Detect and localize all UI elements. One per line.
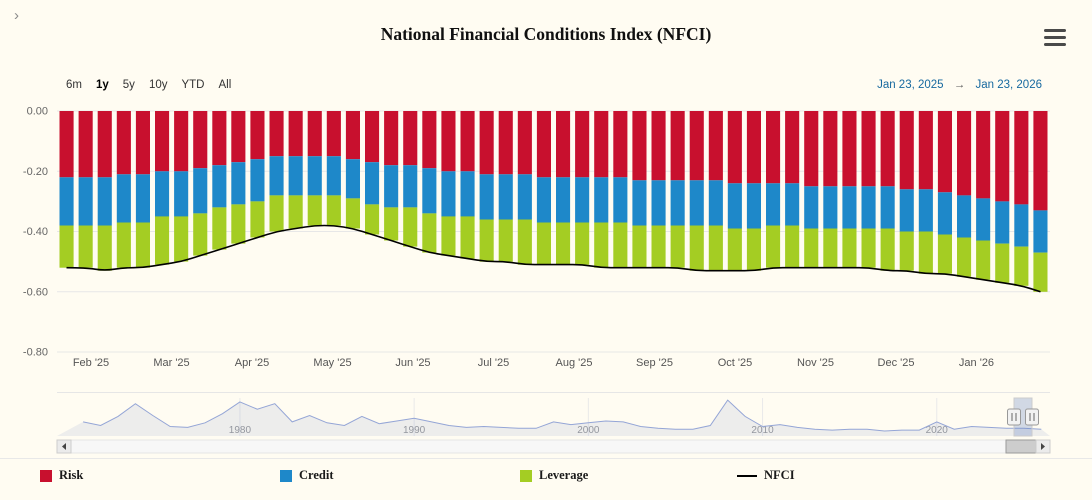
navigator-handle-right[interactable] [1025, 408, 1039, 426]
navigator-handle-left[interactable] [1007, 408, 1021, 426]
legend-label: Risk [59, 468, 84, 482]
chart-title: National Financial Conditions Index (NFC… [380, 24, 712, 44]
range-to-date[interactable]: Jan 23, 2026 [975, 79, 1042, 91]
scrollbar-left-arrow[interactable] [56, 439, 72, 454]
navigator-year-label: 1980 [229, 425, 252, 436]
range-selector: 6m 1y 5y 10y YTD All [66, 79, 245, 91]
range-from-date[interactable]: Jan 23, 2025 [877, 79, 944, 91]
menu-bar [1044, 29, 1066, 32]
collapse-chevron-icon[interactable]: › [14, 7, 19, 24]
credit-color-swatch [280, 469, 292, 482]
nfci-line-swatch [737, 474, 757, 477]
navigator-series-line [82, 399, 1042, 432]
scrollbar-right-arrow[interactable] [1035, 439, 1051, 454]
x-axis-label: Oct '25 [718, 357, 753, 369]
navigator-year-label: 2020 [926, 425, 949, 436]
y-axis-label: -0.80 [23, 347, 48, 359]
x-axis-label: Feb '25 [73, 357, 109, 369]
y-axis-label: 0.00 [27, 106, 48, 118]
legend-label: NFCI [764, 468, 795, 482]
x-axis-label: Jun '25 [395, 357, 430, 369]
navigator-year-label: 1990 [403, 425, 426, 436]
x-axis-label: Sep '25 [636, 357, 673, 369]
x-axis-label: May '25 [313, 357, 351, 369]
y-axis-label: -0.40 [23, 226, 48, 238]
x-axis-label: Apr '25 [235, 357, 270, 369]
range-button-10y[interactable]: 10y [148, 79, 168, 91]
bars-credit[interactable] [59, 156, 1048, 253]
y-axis-label: -0.60 [23, 286, 48, 298]
legend-separator [0, 458, 1092, 459]
legend-item-nfci[interactable]: NFCI [737, 468, 795, 483]
x-axis-label: Jul '25 [478, 357, 509, 369]
x-axis-label: Nov '25 [797, 357, 834, 369]
navigator-area-fill [57, 400, 1050, 436]
scrollbar-track[interactable] [70, 439, 1037, 454]
navigator-year-label: 2000 [577, 425, 600, 436]
range-button-5y[interactable]: 5y [122, 79, 135, 91]
y-axis-label: -0.20 [23, 166, 48, 178]
legend-label: Credit [299, 468, 334, 482]
risk-color-swatch [40, 469, 52, 482]
bars-risk[interactable] [59, 111, 1048, 211]
legend-item-credit[interactable]: Credit [280, 468, 334, 483]
navigator[interactable]: 1980 1990 2000 2010 2020 [0, 392, 1092, 458]
navigator-year-label: 2010 [751, 425, 774, 436]
range-button-1y[interactable]: 1y [95, 79, 109, 91]
x-axis-label: Mar '25 [153, 357, 189, 369]
range-arrow-icon: → [953, 79, 966, 91]
hamburger-menu-icon[interactable] [1044, 29, 1066, 46]
legend-label: Leverage [539, 468, 589, 482]
menu-bar [1044, 36, 1066, 39]
main-chart[interactable]: 0.00 -0.20 -0.40 -0.60 -0.80 Feb '25 Mar '25 Ap… [0, 96, 1092, 388]
legend-item-leverage[interactable]: Leverage [520, 468, 588, 483]
leverage-color-swatch [520, 469, 532, 482]
date-range: Jan 23, 2025 → Jan 23, 2026 [877, 79, 1042, 91]
nfci-line[interactable] [66, 224, 1041, 293]
x-axis-label: Aug '25 [556, 357, 593, 369]
range-button-all[interactable]: All [218, 79, 232, 91]
x-axis-label: Dec '25 [878, 357, 915, 369]
range-button-6m[interactable]: 6m [66, 79, 82, 91]
menu-bar [1044, 43, 1066, 46]
navigator-selected-range[interactable] [1014, 398, 1032, 436]
range-button-ytd[interactable]: YTD [181, 79, 205, 91]
legend-item-risk[interactable]: Risk [40, 468, 83, 483]
bars-leverage[interactable] [59, 195, 1048, 292]
scrollbar-thumb[interactable] [1005, 439, 1037, 454]
x-axis-label: Jan '26 [959, 357, 994, 369]
